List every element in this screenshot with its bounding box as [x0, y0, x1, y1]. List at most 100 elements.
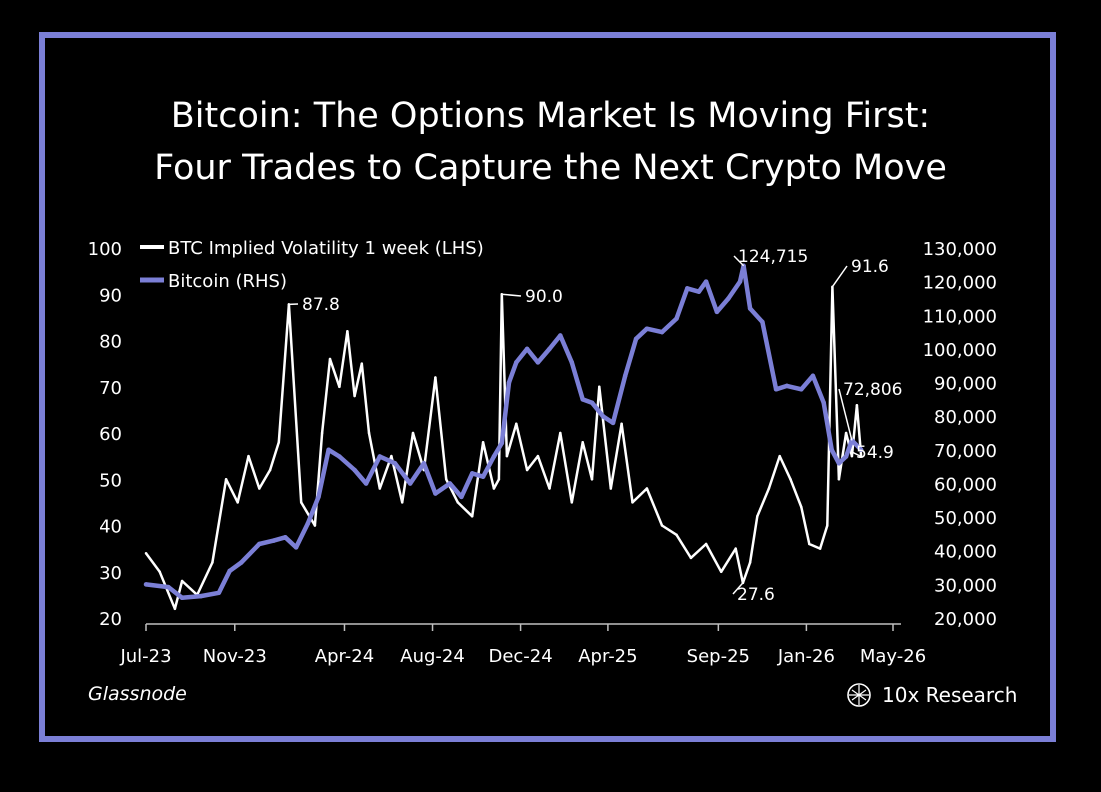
y-left-tick-label: 70 — [99, 378, 122, 399]
series-btc-line-point — [696, 289, 702, 294]
y-left-tick-label: 80 — [99, 332, 122, 353]
series-iv-line-point — [390, 454, 393, 458]
series-iv-line-point — [492, 487, 496, 490]
series-btc-line-point — [447, 481, 453, 486]
series-btc-line-point — [392, 461, 398, 466]
series-iv-line-point — [581, 441, 584, 444]
series-iv-line-point — [800, 505, 803, 509]
series-btc-line-point — [337, 454, 342, 459]
series-btc-line-point — [610, 420, 616, 426]
series-iv-line-point — [211, 561, 214, 564]
series-btc-line-point — [377, 454, 383, 459]
series-iv-line-point — [660, 524, 664, 527]
series-iv-line-point — [645, 487, 649, 490]
y-right-tick-label: 30,000 — [934, 575, 997, 596]
series-iv-line-point — [515, 422, 518, 426]
series-btc-line-point — [703, 279, 709, 284]
series-iv-line-point — [826, 524, 829, 527]
y-left-tick-label: 20 — [99, 609, 122, 630]
y-right-tick-label: 90,000 — [934, 374, 997, 395]
series-iv-line-point — [559, 431, 562, 435]
series-iv-line-point — [320, 431, 324, 435]
series-iv-line-point — [837, 478, 841, 481]
series-iv-line-point — [456, 501, 460, 504]
series-btc-line-point — [829, 447, 834, 453]
series-iv-line-point — [360, 362, 364, 365]
y-right-tick-label: 70,000 — [934, 441, 997, 462]
series-btc-line-point — [547, 346, 552, 352]
x-tick-label: Apr-25 — [578, 646, 637, 667]
series-btc-line-point — [179, 595, 185, 601]
series-btc-line-point — [514, 360, 519, 365]
y-right-tick-label: 20,000 — [934, 609, 997, 630]
annotation-leader — [732, 582, 744, 595]
series-btc-line-point — [166, 584, 171, 590]
series-iv-line-point — [609, 487, 613, 490]
series-iv-line-point — [346, 330, 349, 333]
series-iv-line-point — [767, 487, 771, 490]
annotation-leader — [733, 255, 745, 267]
series-btc-line-point — [293, 545, 299, 550]
series-btc-line-point — [737, 279, 743, 284]
series-btc-line-point — [622, 373, 628, 379]
series-iv-line-point — [590, 478, 594, 481]
series-btc-line-point — [726, 296, 731, 301]
series-btc-line-point — [849, 438, 855, 443]
series-btc-line-point — [685, 286, 690, 291]
series-iv-line-point — [808, 542, 811, 546]
x-tick-label: Nov-23 — [203, 646, 267, 667]
series-iv-line-point — [505, 454, 509, 458]
annotation-leader — [851, 451, 862, 458]
series-btc-line-point — [326, 447, 331, 453]
legend-label-btc: Bitcoin (RHS) — [168, 271, 287, 292]
series-btc-line-point — [305, 521, 310, 527]
series-iv-line-point — [144, 552, 148, 555]
series-iv-line-point — [277, 441, 281, 444]
series-iv-line-point — [719, 570, 723, 574]
series-btc-line-point — [858, 447, 864, 453]
source-label: Glassnode — [88, 683, 187, 705]
y-left-tick-label: 90 — [99, 285, 122, 306]
series-iv-line-point — [689, 556, 693, 560]
annotation-leader — [501, 293, 522, 297]
y-right-tick-label: 100,000 — [923, 340, 997, 361]
series-btc-line-point — [433, 491, 438, 496]
y-right-tick-label: 120,000 — [923, 273, 997, 294]
series-iv-line-point — [400, 501, 404, 504]
series-btc-line-point — [836, 461, 842, 466]
series-iv-line — [144, 285, 863, 611]
series-iv-line-point — [338, 385, 341, 389]
series-iv-line-point — [748, 561, 752, 564]
y-right-tick-label: 50,000 — [934, 508, 997, 529]
y-right-tick-label: 60,000 — [934, 474, 997, 495]
series-iv-line-point — [631, 501, 634, 504]
annotations: 87.8 90.0 124,715 91.6 72,806 54.9 27.6 — [288, 247, 902, 605]
series-btc-line-point — [760, 319, 765, 325]
series-btc-line-point — [600, 413, 606, 419]
chart-title: Bitcoin: The Options Market Is Moving Fi… — [0, 90, 1101, 194]
annotation-label: 91.6 — [851, 257, 889, 277]
series-btc-line-point — [469, 471, 475, 476]
series-btc-line-point — [283, 535, 288, 540]
series-iv-line-point — [598, 385, 601, 389]
series-btc-line-point — [843, 454, 849, 459]
x-tick-label: May-26 — [860, 646, 926, 667]
series-iv-line-point — [268, 468, 272, 472]
series-iv-line-point — [247, 454, 250, 458]
brand-name: 10x Research — [882, 683, 1018, 707]
series-iv-line-point — [548, 487, 551, 490]
series-btc-line-point — [821, 400, 826, 405]
series-iv-line-point — [173, 607, 177, 611]
annotation-label: 90.0 — [525, 287, 563, 307]
series-btc-line-point — [363, 481, 369, 486]
series-btc-line-point — [810, 373, 816, 379]
series-btc-line-point — [198, 593, 204, 599]
series-btc-line-point — [659, 329, 665, 335]
series-btc-line-point — [714, 309, 720, 315]
series-btc-line-point — [580, 397, 585, 402]
series-btc-line-point — [216, 590, 222, 596]
series-btc-line-point — [480, 474, 486, 479]
series-iv-line-point — [180, 579, 184, 583]
y-right-tick-label: 40,000 — [934, 542, 997, 563]
series-iv-line-point — [411, 431, 415, 435]
